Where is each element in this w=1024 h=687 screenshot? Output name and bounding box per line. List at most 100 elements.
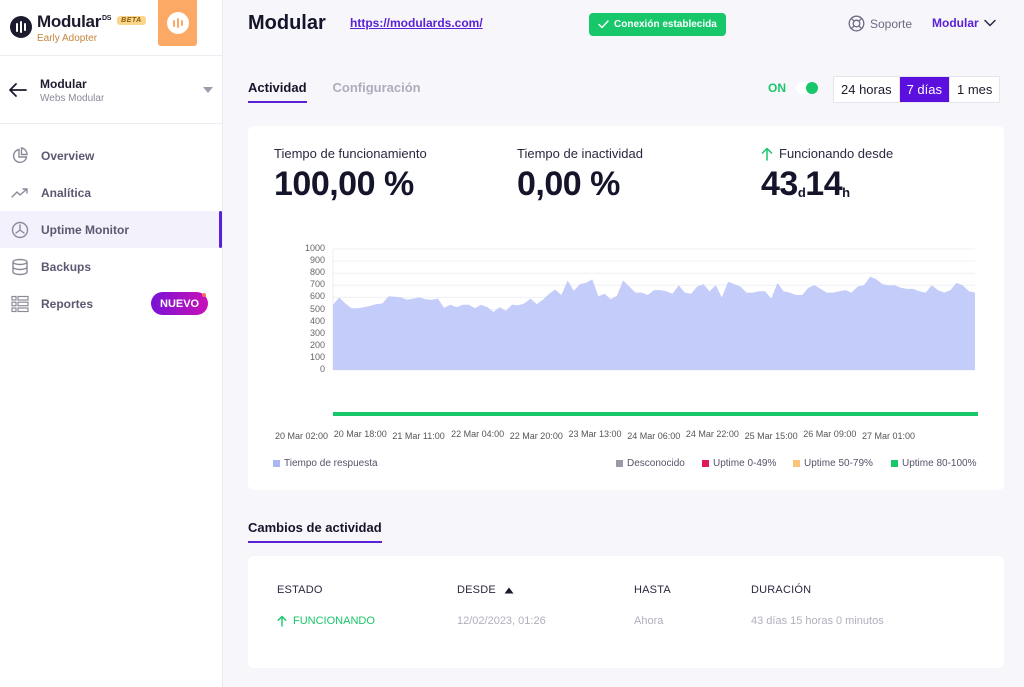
sidebar-item-uptime-monitor[interactable]: Uptime Monitor — [0, 211, 222, 248]
legend-uptime-mid[interactable]: Uptime 50-79% — [793, 458, 873, 469]
site-subtitle: Webs Modular — [40, 93, 105, 104]
downtime-stat: Tiempo de inactividad 0,00 % — [517, 146, 643, 204]
uptime-value: 100,00 % — [274, 165, 414, 203]
row-status: FUNCIONANDO — [277, 615, 375, 627]
sidebar-item-analitica[interactable]: Analítica — [0, 174, 222, 211]
tab-configuracion[interactable]: Configuración — [332, 80, 421, 95]
back-arrow-icon[interactable] — [8, 82, 28, 98]
row-to: Ahora — [634, 615, 664, 627]
y-axis-tick: 0 — [319, 364, 325, 374]
brand-logo[interactable]: Modular DS BETA Early Adopter — [10, 12, 146, 44]
column-header-duracion: DURACIÓN — [751, 584, 812, 596]
column-header-estado: ESTADO — [277, 584, 323, 596]
sidebar-item-reportes[interactable]: Reportes NUEVO — [0, 285, 222, 322]
row-duration: 43 días 15 horas 0 minutos — [751, 615, 884, 627]
x-axis-tick: 21 Mar 11:00 — [392, 431, 445, 441]
y-axis-tick: 100 — [309, 351, 325, 362]
connection-status-badge: Conexión establecida — [589, 13, 726, 36]
activity-changes-table: ESTADO DESDE HASTA DURACIÓN FUNCIONANDO … — [248, 556, 1004, 668]
sidebar-item-label: Reportes — [41, 296, 94, 311]
chevron-down-icon — [983, 19, 996, 27]
x-axis-tick: 25 Mar 15:00 — [744, 431, 798, 441]
arrow-up-icon — [277, 615, 287, 627]
account-menu[interactable]: Modular — [932, 16, 996, 30]
account-label: Modular — [932, 16, 979, 30]
y-axis-tick: 200 — [309, 339, 325, 350]
trending-up-icon — [10, 183, 30, 203]
legend-swatch — [702, 460, 709, 467]
site-url-link[interactable]: https://modulards.com/ — [350, 16, 483, 30]
chart-canvas — [332, 248, 978, 416]
early-adopter-tab[interactable] — [158, 0, 197, 46]
activity-changes-title: Cambios de actividad — [248, 520, 382, 543]
column-header-hasta: HASTA — [634, 584, 671, 596]
sidebar: Modular DS BETA Early Adopter Modular We… — [0, 0, 223, 687]
brand-subtitle: Early Adopter — [37, 33, 98, 44]
legend-uptime-high[interactable]: Uptime 80-100% — [891, 458, 976, 469]
range-7d-button[interactable]: 7 días — [899, 77, 951, 102]
y-axis-tick: 600 — [309, 291, 325, 302]
x-axis-tick: 24 Mar 22:00 — [685, 429, 739, 439]
y-axis-tick: 400 — [309, 315, 325, 326]
range-1m-button[interactable]: 1 mes — [957, 82, 993, 97]
x-axis-tick: 26 Mar 09:00 — [803, 429, 857, 439]
x-axis-tick: 20 Mar 02:00 — [275, 431, 329, 441]
sidebar-item-overview[interactable]: Overview — [0, 137, 222, 174]
site-switcher[interactable]: Modular Webs Modular — [0, 60, 222, 124]
modular-logo-icon — [10, 16, 32, 38]
stat-label: Tiempo de inactividad — [517, 146, 643, 161]
legend-response-time[interactable]: Tiempo de respuesta — [273, 458, 378, 469]
support-label: Soporte — [870, 16, 913, 31]
x-axis-tick: 27 Mar 01:00 — [862, 431, 916, 441]
x-axis-tick: 20 Mar 18:00 — [333, 429, 387, 439]
site-name: Modular — [40, 77, 87, 91]
uptime-stats-card: Tiempo de funcionamiento 100,00 % Tiempo… — [248, 126, 1004, 490]
legend-swatch — [793, 460, 800, 467]
row-from: 12/02/2023, 01:26 — [457, 615, 546, 627]
page-title: Modular — [248, 12, 326, 34]
gauge-icon — [10, 220, 30, 240]
monitor-toggle[interactable]: ON — [768, 81, 818, 95]
sidebar-item-label: Uptime Monitor — [41, 222, 129, 237]
sidebar-item-label: Analítica — [41, 185, 92, 200]
sidebar-nav: Overview Analítica Uptime Monitor Backup… — [0, 137, 222, 322]
y-axis-tick: 900 — [309, 255, 325, 266]
connection-status-text: Conexión establecida — [614, 19, 717, 30]
beta-badge: BETA — [117, 16, 146, 25]
sidebar-item-backups[interactable]: Backups — [0, 248, 222, 285]
legend-uptime-low[interactable]: Uptime 0-49% — [702, 458, 776, 469]
y-axis-tick: 500 — [309, 303, 325, 314]
legend-swatch — [616, 460, 623, 467]
legend-swatch — [891, 460, 898, 467]
column-header-desde[interactable]: DESDE — [457, 584, 514, 596]
running-since-stat: Funcionando desde 43d14h — [761, 146, 893, 204]
toggle-label: ON — [768, 81, 786, 95]
sidebar-divider — [0, 55, 222, 56]
tab-actividad[interactable]: Actividad — [248, 80, 307, 103]
sort-asc-icon[interactable] — [504, 587, 514, 594]
sidebar-item-label: Overview — [41, 148, 95, 163]
database-icon — [10, 257, 30, 277]
x-axis-tick: 22 Mar 20:00 — [509, 431, 563, 441]
page-tabs: Actividad Configuración — [248, 80, 421, 103]
running-since-value: 43d14h — [761, 165, 850, 203]
brand-name: Modular — [37, 12, 102, 31]
time-range-selector: 24 horas 7 días 1 mes — [833, 76, 1001, 103]
y-axis-tick: 800 — [309, 267, 325, 278]
pie-chart-icon — [10, 146, 30, 166]
x-axis-tick: 22 Mar 04:00 — [451, 429, 505, 439]
stat-label: Funcionando desde — [761, 146, 893, 161]
x-axis-tick: 23 Mar 13:00 — [568, 429, 622, 439]
legend-swatch — [273, 460, 280, 467]
y-axis-tick: 700 — [309, 279, 325, 290]
sidebar-item-label: Backups — [41, 259, 92, 274]
caret-down-icon[interactable] — [203, 87, 213, 93]
downtime-value: 0,00 % — [517, 165, 620, 203]
list-icon — [10, 294, 30, 314]
modular-badge-icon — [166, 12, 189, 34]
response-time-chart[interactable]: 0 100 200 300 400 500 600 700 800 900 1000 20 Mar … — [248, 236, 1004, 446]
support-link[interactable]: Soporte — [848, 15, 912, 32]
legend-unknown[interactable]: Desconocido — [616, 458, 685, 469]
range-24h-button[interactable]: 24 horas — [834, 77, 900, 102]
toggle-switch[interactable] — [796, 82, 818, 94]
